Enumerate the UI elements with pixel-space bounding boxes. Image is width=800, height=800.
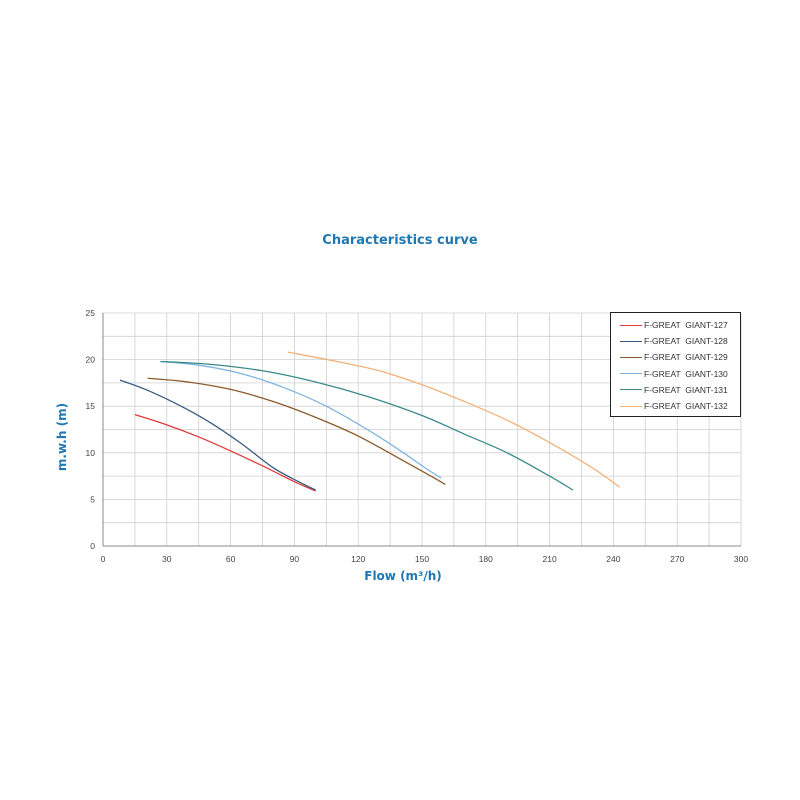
x-tick-label: 120: [351, 554, 365, 564]
series-line-f-great-giant-131: [160, 360, 574, 491]
x-tick-label: 240: [606, 554, 620, 564]
legend-label: F-GREAT GIANT-128: [644, 336, 728, 347]
series-line-f-great-giant-127: [134, 413, 316, 492]
legend-swatch: [620, 324, 642, 326]
x-tick-label: 150: [415, 554, 429, 564]
legend-swatch: [620, 356, 642, 358]
y-tick-label: 10: [86, 448, 96, 458]
chart-title: Characteristics curve: [322, 233, 478, 248]
x-tick-label: 180: [479, 554, 493, 564]
chart-legend: F-GREAT GIANT-127 F-GREAT GIANT-128 F-GREA…: [610, 312, 741, 417]
legend-item: F-GREAT GIANT-129: [611, 349, 740, 365]
legend-swatch: [620, 373, 642, 375]
x-tick-label: 300: [734, 554, 748, 564]
x-tick-label: 0: [101, 554, 106, 564]
x-tick-label: 270: [670, 554, 684, 564]
x-tick-label: 60: [226, 554, 236, 564]
legend-label: F-GREAT GIANT-132: [644, 401, 728, 412]
x-tick-label: 30: [162, 554, 172, 564]
y-tick-label: 5: [90, 494, 95, 504]
y-tick-label: 20: [86, 355, 96, 365]
series-line-f-great-giant-129: [147, 377, 446, 486]
legend-item: F-GREAT GIANT-128: [611, 333, 740, 349]
legend-item: F-GREAT GIANT-127: [611, 317, 740, 333]
legend-label: F-GREAT GIANT-131: [644, 384, 728, 395]
legend-label: F-GREAT GIANT-130: [644, 368, 728, 379]
legend-swatch: [620, 405, 642, 407]
legend-label: F-GREAT GIANT-129: [644, 352, 728, 363]
legend-swatch: [620, 389, 642, 391]
x-tick-label: 90: [290, 554, 300, 564]
y-tick-label: 25: [86, 308, 96, 318]
y-tick-label: 15: [86, 401, 96, 411]
series-line-f-great-giant-130: [160, 360, 442, 479]
legend-item: F-GREAT GIANT-131: [611, 382, 740, 398]
legend-label: F-GREAT GIANT-127: [644, 320, 728, 331]
x-tick-label: 210: [543, 554, 557, 564]
series-line-f-great-giant-128: [119, 379, 316, 491]
legend-item: F-GREAT GIANT-130: [611, 366, 740, 382]
series-line-f-great-giant-132: [287, 351, 621, 488]
legend-swatch: [620, 340, 642, 342]
y-tick-label: 0: [90, 541, 95, 551]
x-axis-label: Flow (m³/h): [364, 569, 442, 583]
legend-item: F-GREAT GIANT-132: [611, 398, 740, 414]
